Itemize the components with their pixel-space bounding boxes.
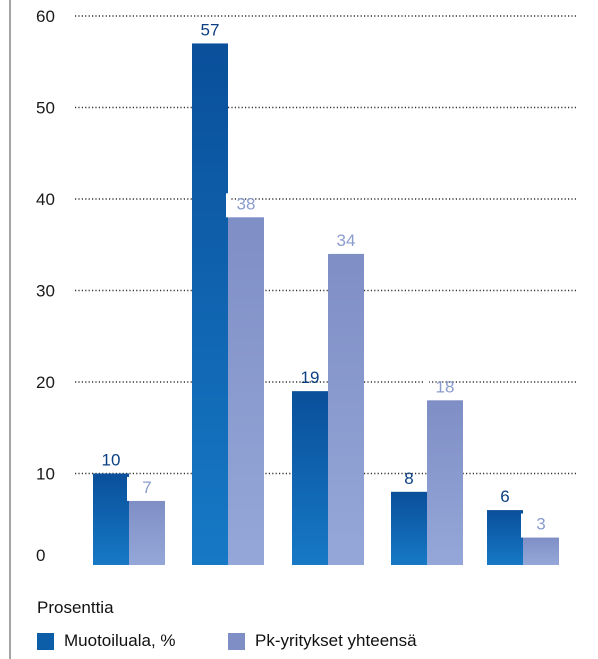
data-label-muotoiluala-5: 6 [500,487,509,506]
y-tick-label-60: 60 [36,7,55,26]
bar-pk-yritykset-2 [228,217,264,566]
data-label-muotoiluala-1: 10 [102,451,121,470]
bar-muotoiluala-4 [391,491,427,565]
bar-separator-1 [127,476,131,501]
y-tick-label-40: 40 [36,190,55,209]
data-label-pk-yritykset-1: 7 [142,478,151,497]
bar-muotoiluala-5 [487,510,523,565]
bar-muotoiluala-3 [292,391,328,565]
bar-separator-3 [326,229,330,254]
bar-pk-yritykset-5 [523,537,559,565]
bar-muotoiluala-2 [192,43,228,565]
bar-separator-4 [425,376,429,401]
bar-pk-yritykset-3 [328,253,364,565]
y-tick-label-50: 50 [36,99,55,118]
y-tick-label-0: 0 [36,546,45,565]
data-label-pk-yritykset-3: 34 [337,231,356,250]
data-label-muotoiluala-4: 8 [404,469,413,488]
bar-separator-5 [521,513,525,538]
bar-muotoiluala-1 [93,473,129,565]
bar-pk-yritykset-1 [129,500,165,565]
data-label-muotoiluala-2: 57 [201,20,220,39]
y-tick-label-20: 20 [36,373,55,392]
bar-pk-yritykset-4 [427,400,463,565]
data-label-muotoiluala-3: 19 [301,368,320,387]
data-label-pk-yritykset-5: 3 [536,515,545,534]
y-tick-label-10: 10 [36,465,55,484]
data-label-pk-yritykset-4: 18 [436,377,455,396]
y-tick-label-30: 30 [36,282,55,301]
data-label-pk-yritykset-2: 38 [237,194,256,213]
bar-separator-2 [226,193,230,218]
